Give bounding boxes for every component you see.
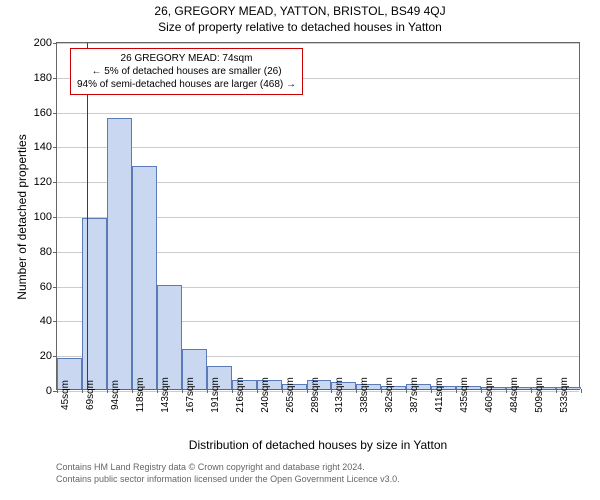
x-tick-label: 338sqm <box>359 377 370 413</box>
x-tick-label: 216sqm <box>235 377 246 413</box>
x-tick-label: 313sqm <box>334 377 345 413</box>
histogram-bar <box>82 218 107 389</box>
x-tick-label: 45sqm <box>60 380 71 410</box>
x-tick <box>456 389 457 393</box>
y-axis-label: Number of detached properties <box>15 117 29 317</box>
annotation-line: ← 5% of detached houses are smaller (26) <box>77 65 296 78</box>
x-tick <box>232 389 233 393</box>
x-tick-label: 94sqm <box>110 380 121 410</box>
gridline <box>57 147 579 148</box>
x-tick-label: 143sqm <box>160 377 171 413</box>
histogram-bar <box>107 118 132 389</box>
x-tick-label: 118sqm <box>135 378 146 413</box>
x-tick <box>207 389 208 393</box>
y-tick-label: 120 <box>34 176 57 188</box>
x-tick-label: 435sqm <box>459 377 470 413</box>
annotation-box: 26 GREGORY MEAD: 74sqm← 5% of detached h… <box>70 48 303 95</box>
x-tick-label: 411sqm <box>434 378 445 413</box>
gridline <box>57 113 579 114</box>
y-tick-label: 80 <box>40 246 57 258</box>
annotation-line: 26 GREGORY MEAD: 74sqm <box>77 52 296 65</box>
x-tick <box>506 389 507 393</box>
x-tick-label: 509sqm <box>534 377 545 413</box>
x-tick <box>481 389 482 393</box>
y-tick-label: 180 <box>34 72 57 84</box>
histogram-bar <box>157 285 182 389</box>
annotation-line: 94% of semi-detached houses are larger (… <box>77 78 296 91</box>
x-tick <box>581 389 582 393</box>
x-tick <box>57 389 58 393</box>
chart-title: 26, GREGORY MEAD, YATTON, BRISTOL, BS49 … <box>0 4 600 18</box>
x-tick <box>257 389 258 393</box>
x-tick <box>132 389 133 393</box>
x-tick-label: 460sqm <box>484 377 495 413</box>
x-tick-label: 533sqm <box>559 377 570 413</box>
y-tick-label: 200 <box>34 37 57 49</box>
footer-line-1: Contains HM Land Registry data © Crown c… <box>56 462 400 474</box>
x-tick <box>381 389 382 393</box>
histogram-bar <box>132 166 157 389</box>
x-tick <box>107 389 108 393</box>
y-tick-label: 60 <box>40 281 57 293</box>
footer-line-2: Contains public sector information licen… <box>56 474 400 486</box>
x-tick <box>307 389 308 393</box>
x-tick <box>356 389 357 393</box>
chart-subtitle: Size of property relative to detached ho… <box>0 20 600 34</box>
x-tick-label: 167sqm <box>185 377 196 413</box>
y-tick-label: 20 <box>40 350 57 362</box>
y-tick-label: 160 <box>34 107 57 119</box>
x-tick <box>182 389 183 393</box>
x-tick <box>431 389 432 393</box>
x-axis-label: Distribution of detached houses by size … <box>56 438 580 452</box>
x-tick-label: 484sqm <box>509 377 520 413</box>
y-tick-label: 40 <box>40 315 57 327</box>
x-tick-label: 265sqm <box>285 377 296 413</box>
x-tick-label: 387sqm <box>409 377 420 413</box>
x-tick <box>556 389 557 393</box>
footer-attribution: Contains HM Land Registry data © Crown c… <box>56 462 400 485</box>
y-tick-label: 140 <box>34 141 57 153</box>
gridline <box>57 43 579 44</box>
x-tick-label: 362sqm <box>384 377 395 413</box>
x-tick-label: 289sqm <box>310 377 321 413</box>
x-tick-label: 240sqm <box>260 377 271 413</box>
x-tick <box>406 389 407 393</box>
y-tick-label: 100 <box>34 211 57 223</box>
x-tick <box>82 389 83 393</box>
x-tick <box>157 389 158 393</box>
x-tick <box>331 389 332 393</box>
x-tick-label: 191sqm <box>210 377 221 413</box>
x-tick <box>531 389 532 393</box>
x-tick <box>282 389 283 393</box>
y-tick-label: 0 <box>46 385 57 397</box>
